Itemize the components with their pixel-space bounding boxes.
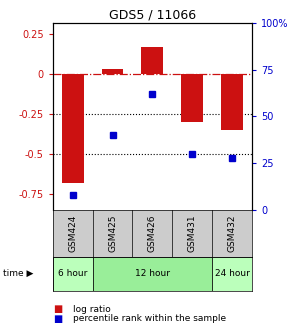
Bar [212,257,252,290]
Text: ■: ■ [53,314,62,324]
Bar [102,69,123,74]
Text: GSM424: GSM424 [68,215,77,252]
Bar [93,257,212,290]
Title: GDS5 / 11066: GDS5 / 11066 [109,9,196,22]
Text: log ratio: log ratio [73,304,111,314]
Bar [62,74,84,183]
Text: ■: ■ [53,304,62,314]
Text: 24 hour: 24 hour [214,269,250,278]
Text: GSM426: GSM426 [148,215,157,252]
Text: GSM425: GSM425 [108,215,117,252]
Text: GSM431: GSM431 [188,215,197,252]
Text: 12 hour: 12 hour [135,269,170,278]
Text: GSM432: GSM432 [228,215,236,252]
Bar [53,257,93,290]
Text: 6 hour: 6 hour [58,269,87,278]
Bar [221,74,243,130]
Bar [142,47,163,74]
Bar [181,74,203,122]
Text: percentile rank within the sample: percentile rank within the sample [73,314,226,323]
Text: time ▶: time ▶ [3,269,33,278]
